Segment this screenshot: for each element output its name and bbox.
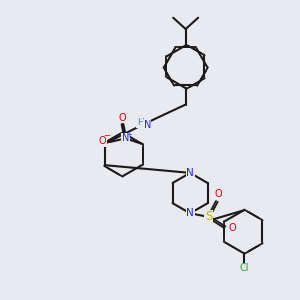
Text: N: N [186, 168, 194, 178]
Text: O: O [228, 224, 236, 233]
Text: H: H [137, 118, 143, 127]
Text: S: S [205, 210, 212, 224]
Text: O: O [119, 112, 126, 123]
Text: Cl: Cl [239, 263, 249, 273]
Text: O: O [98, 136, 106, 146]
Text: O: O [214, 189, 222, 199]
Text: +: + [127, 131, 133, 137]
Text: N: N [144, 120, 151, 130]
Text: N: N [122, 134, 129, 143]
Text: −: − [103, 131, 110, 140]
Text: N: N [186, 208, 194, 218]
